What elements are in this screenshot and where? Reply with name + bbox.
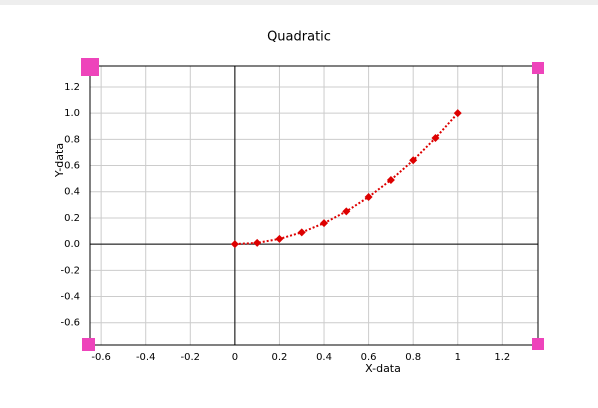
resize-handle[interactable]	[82, 338, 95, 351]
data-point	[297, 228, 306, 237]
resize-handle[interactable]	[532, 338, 544, 350]
x-tick-label: 1	[455, 352, 461, 363]
resize-handle[interactable]	[532, 62, 544, 74]
y-tick-label: 1.2	[64, 82, 80, 93]
y-tick-label: 0.2	[64, 213, 80, 224]
x-tick-label: -0.4	[136, 352, 156, 363]
x-axis-label: X-data	[365, 362, 401, 375]
resize-handle[interactable]	[81, 58, 99, 76]
y-tick-label: 1.0	[64, 108, 80, 119]
y-tick-label: 0.6	[64, 161, 80, 172]
x-tick-label: 0	[232, 352, 238, 363]
data-point	[409, 156, 418, 165]
data-point	[253, 238, 262, 247]
data-point	[364, 192, 373, 201]
y-tick-label: -0.4	[60, 292, 80, 303]
data-point	[275, 234, 284, 243]
x-tick-label: -0.2	[181, 352, 201, 363]
plot-frame	[89, 65, 539, 346]
data-point	[386, 175, 395, 184]
y-axis-label: Y-data	[53, 143, 66, 178]
data-point	[453, 109, 462, 118]
data-point	[431, 134, 440, 143]
x-tick-label: 0.2	[271, 352, 287, 363]
data-point	[342, 207, 351, 216]
top-strip	[0, 0, 598, 5]
data-point	[230, 240, 239, 249]
y-tick-label: -0.2	[60, 265, 80, 276]
chart-title: Quadratic	[267, 30, 331, 45]
y-tick-label: -0.6	[60, 318, 80, 329]
x-tick-label: -0.6	[91, 352, 111, 363]
x-tick-label: 0.8	[405, 352, 421, 363]
x-tick-label: 0.4	[316, 352, 332, 363]
y-tick-label: 0.8	[64, 134, 80, 145]
data-point	[320, 219, 329, 228]
x-tick-label: 0.6	[361, 352, 377, 363]
x-tick-label: 1.2	[494, 352, 510, 363]
series-line	[234, 112, 459, 246]
y-tick-label: 0.0	[64, 239, 80, 250]
y-tick-label: 0.4	[64, 187, 80, 198]
